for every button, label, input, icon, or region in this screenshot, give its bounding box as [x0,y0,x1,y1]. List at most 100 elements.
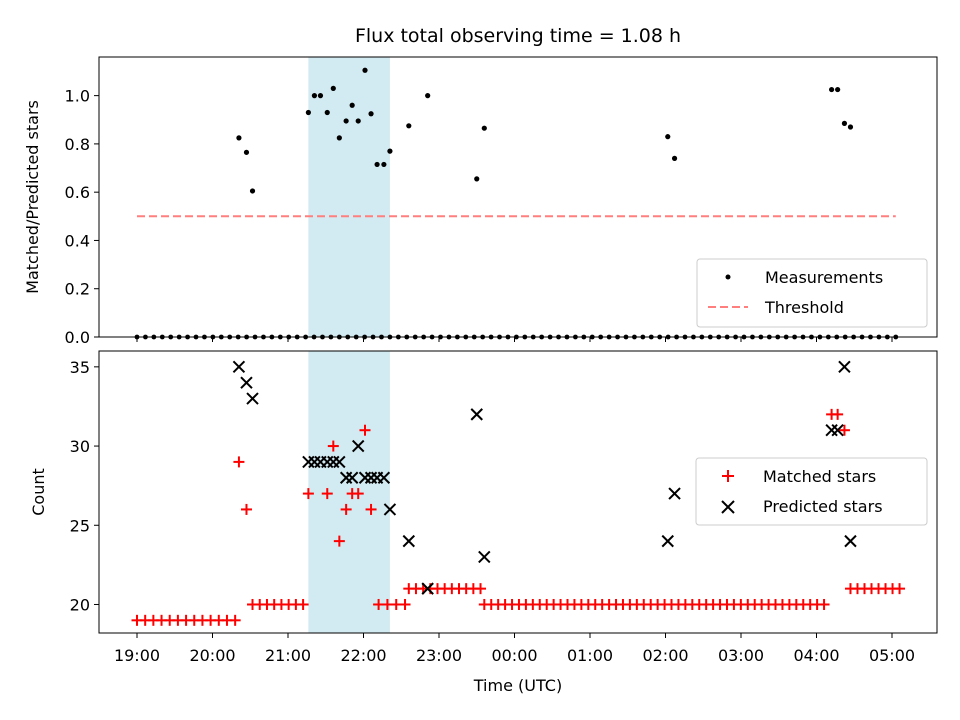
measurement-point [381,161,387,168]
predicted-marker-b [377,471,391,484]
bottom-x-tick-label: 05:00 [869,646,915,665]
bottom-x-tick-label: 03:00 [718,646,764,665]
predicted-star-marker [383,503,397,516]
top-span-rect [308,57,390,337]
bottom-x-tick-label: 21:00 [265,646,311,665]
chart-title: Flux total observing time = 1.08 h [355,25,681,47]
predicted-star-marker [232,360,246,374]
predicted-marker-b [831,424,844,437]
matched-star-marker [297,598,309,610]
bottom-y-tick-label: 20 [70,595,90,614]
bottom-x-ticks: 19:00 20:00 21:00 22:00 23:00 00:00 01:00 02:00… [114,633,915,665]
bottom-x-tick-label: 02:00 [642,646,688,665]
matched-star-marker [399,598,411,610]
top-y-tick-label: 0.4 [65,231,90,250]
measurement-point [330,85,336,91]
predicted-star-marker [478,550,491,564]
matched-star-marker [352,488,364,500]
top-plot-frame [98,56,938,338]
bottom-legend-box [695,457,928,526]
matched-star-marker [233,456,245,468]
measurement-point [243,149,250,155]
measurement-point [311,93,318,99]
bottom-x-tick-label: 22:00 [340,646,386,665]
bottom-x-tick-label: 20:00 [189,646,235,665]
top-y-tick-label: 0.0 [65,328,90,347]
measurement-point [847,124,854,130]
matched-star-marker [359,424,371,436]
top-y-tick-label: 0.6 [65,183,90,202]
bottom-x-tick-label: 19:00 [114,646,160,665]
measurement-point [829,86,835,93]
bottom-y-ticks: 20 25 30 35 [70,358,99,614]
bottom-x-tick-label: 04:00 [793,646,839,665]
predicted-marker-b [421,582,434,595]
predicted-star-marker [352,439,365,453]
predicted-star-marker [246,392,259,405]
legend-threshold-label: Threshold [764,298,844,317]
predicted-star-marker [402,534,416,548]
matched-star-marker [321,488,333,500]
measurement-point [374,161,380,168]
bottom-y-tick-label: 25 [70,516,90,535]
measurement-point [343,118,349,124]
matched-star-marker [894,583,906,595]
top-y-axis-label: Matched/Predicted stars [23,100,42,294]
matched-star-marker [327,440,339,452]
top-y-ticks: 0.0 0.2 0.4 0.6 0.8 1.0 [65,87,99,347]
measurement-point [355,118,361,124]
bottom-y-tick-label: 30 [70,437,90,456]
bottom-plot-frame [98,350,938,634]
predicted-star-marker [831,424,844,437]
predicted-marker-b [246,392,259,405]
bottom-span-rect [308,351,390,633]
predicted-star-marker [661,534,674,548]
measurement-point [671,155,678,161]
legend-measurements-marker [725,274,731,280]
predicted-marker-b [240,376,253,389]
measurement-point [387,148,393,154]
measurement-point [317,93,324,99]
matched-star-marker [365,503,377,515]
measurement-point [324,109,330,116]
predicted-star-marker [377,471,391,484]
matched-star-marker [302,488,314,500]
measurement-points [134,67,899,340]
predicted-marker-b [345,471,359,484]
bottom-x-tick-label: 01:00 [567,646,613,665]
legend-predicted-marker [721,500,735,514]
bottom-x-axis-label: Time (UTC) [473,676,562,695]
measurement-point [665,134,671,140]
bottom-legend: Matched stars Predicted stars [695,457,928,526]
predicted-star-marker [668,487,681,500]
predicted-star-marker [240,376,253,389]
top-legend-box [696,258,928,328]
top-y-tick-label: 1.0 [65,87,90,106]
top-legend: Measurements Threshold [696,258,928,328]
measurement-point [474,176,480,182]
measurement-point [406,123,412,129]
measurement-point [249,188,256,194]
predicted-marker-b [352,439,365,453]
predicted-star-marker [333,455,346,469]
measurement-point [236,135,242,141]
matched-star-marker [818,598,830,610]
bottom-y-tick-label: 35 [70,358,90,377]
predicted-marker-b [668,487,681,500]
bottom-x-tick-label: 23:00 [416,646,462,665]
predicted-star-marker [844,534,857,548]
measurement-point [835,86,841,93]
predicted-marker-b [478,550,491,564]
predicted-marker-b [470,408,483,421]
bottom-y-axis-label: Count [29,468,48,516]
matched-star-marker [838,424,850,436]
legend-matched-label: Matched stars [763,467,876,486]
measurement-point [368,111,374,117]
measurement-point [481,125,487,131]
predicted-star-marker [421,582,434,595]
measurement-point [349,102,355,108]
legend-matched-marker [722,470,734,482]
matched-star-marker [340,503,352,515]
